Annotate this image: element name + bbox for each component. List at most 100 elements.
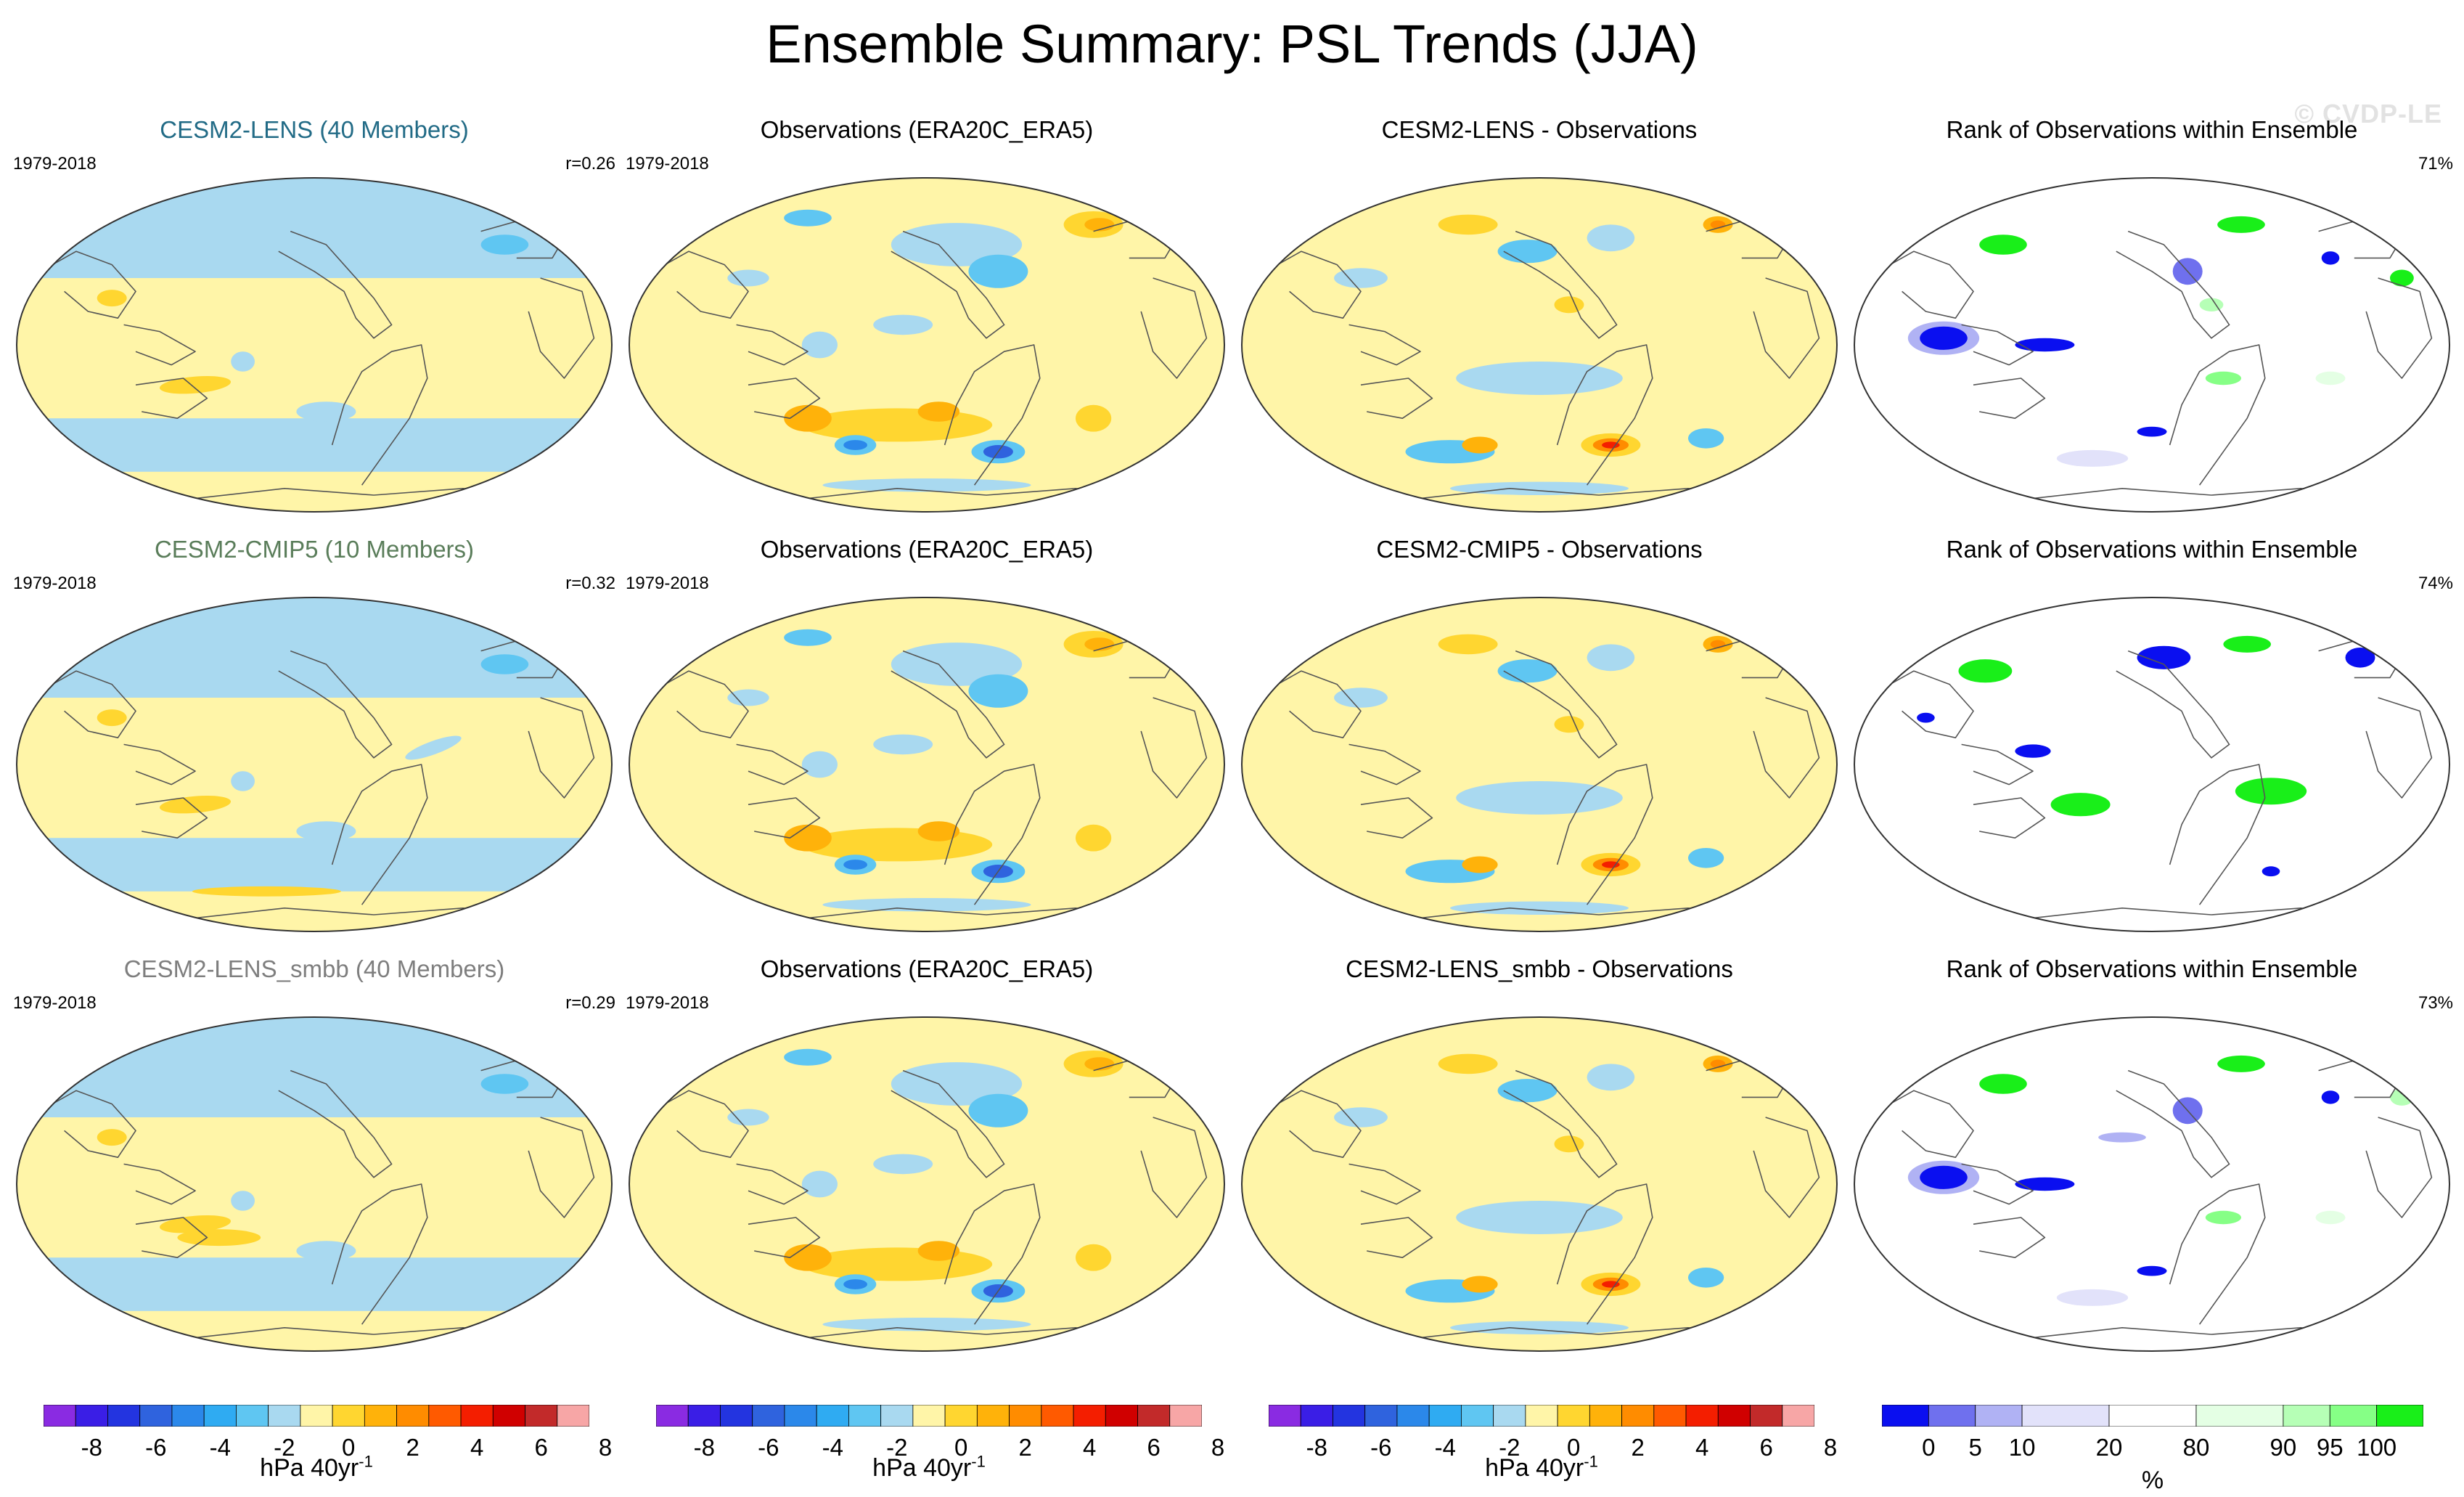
map-panel-r1-c3: CESM2-LENS - Observations xyxy=(1238,116,1841,523)
colorbar-swatch xyxy=(364,1404,397,1427)
map-plot xyxy=(1241,177,1838,513)
coastline xyxy=(1265,670,1362,738)
panel-title: CESM2-LENS_smbb - Observations xyxy=(1346,955,1733,982)
map-plot xyxy=(1854,1016,2450,1352)
map-field xyxy=(1242,1017,1837,1351)
colorbar-tick-label: -2 xyxy=(1499,1434,1520,1461)
units-exponent: -1 xyxy=(359,1452,373,1471)
coastline xyxy=(135,1217,208,1258)
map-border xyxy=(629,177,1225,513)
field-blob xyxy=(917,821,960,841)
field-blob xyxy=(2098,1132,2146,1143)
coastline xyxy=(528,697,595,799)
field-blob xyxy=(2056,1289,2129,1306)
field-blob xyxy=(1688,428,1724,449)
colorbar-swatch xyxy=(880,1404,914,1427)
colorbar-units: hPa 40yr-1 xyxy=(1269,1452,1814,1482)
pattern-correlation: r=0.32 xyxy=(565,574,615,593)
period-label: 1979-2018 xyxy=(13,993,97,1013)
units-text: hPa 40yr xyxy=(1485,1454,1584,1482)
colorbar-swatch xyxy=(912,1404,946,1427)
units-text: hPa 40yr xyxy=(260,1454,359,1482)
coastline xyxy=(1265,1090,1362,1158)
field-blob xyxy=(1462,856,1498,873)
colorbar-swatch xyxy=(1300,1404,1333,1427)
coastline xyxy=(1961,324,2034,366)
colorbar-swatch xyxy=(720,1404,753,1427)
field-blob xyxy=(1920,1165,1968,1189)
field-band-south xyxy=(17,418,612,472)
colorbar-swatches xyxy=(655,1404,1203,1427)
units-exponent: -1 xyxy=(971,1452,986,1471)
coastline xyxy=(2116,1069,2230,1178)
map-border xyxy=(1854,1016,2450,1352)
coastline xyxy=(944,764,1041,905)
colorbar-swatch xyxy=(2329,1404,2378,1427)
colorbar-tick-label: 2 xyxy=(1018,1434,1032,1461)
field-blob xyxy=(2015,1177,2075,1191)
map-plot xyxy=(629,1016,1225,1352)
coastline xyxy=(736,1163,809,1205)
colorbar-swatch xyxy=(2195,1404,2284,1427)
colorbar-swatch xyxy=(203,1404,237,1427)
field-blob xyxy=(968,1093,1028,1127)
colorbar-tick-label: 90 xyxy=(2269,1434,2297,1461)
trend-colorbar-2: -8 -6 -4 -2 0 2 4 6 8 hPa 40yr-1 xyxy=(655,1404,1224,1492)
field-blob xyxy=(1076,404,1112,432)
colorbar-swatch xyxy=(1396,1404,1430,1427)
colorbar-swatch xyxy=(1461,1404,1494,1427)
map-border xyxy=(16,1016,613,1352)
colorbar-swatch xyxy=(75,1404,108,1427)
colorbar-swatch xyxy=(1557,1404,1590,1427)
field-blob xyxy=(159,795,232,814)
field-blob xyxy=(1587,224,1635,252)
map-border xyxy=(629,1016,1225,1352)
colorbar-swatch xyxy=(139,1404,173,1427)
colorbar-swatch xyxy=(396,1404,430,1427)
map-field xyxy=(1242,597,1837,931)
field-blob xyxy=(1497,240,1558,264)
field-blob xyxy=(2321,1090,2340,1104)
colorbar-swatch xyxy=(300,1404,333,1427)
map-plot xyxy=(16,1016,613,1352)
coastline xyxy=(1878,1090,1974,1158)
field-blob xyxy=(296,401,356,422)
coastline xyxy=(278,230,393,339)
field-blob xyxy=(405,735,462,760)
map-field xyxy=(1854,1017,2449,1351)
colorbar-swatch xyxy=(428,1404,462,1427)
coastline xyxy=(748,797,821,839)
field-blob xyxy=(2345,648,2375,668)
colorbar-swatch xyxy=(1364,1404,1398,1427)
map-field xyxy=(17,597,612,931)
map-panel-r2-c2: Observations (ERA20C_ERA5) 1979-2018 xyxy=(626,536,1228,942)
panel-title: Rank of Observations within Ensemble xyxy=(1946,536,2358,563)
map-border xyxy=(1854,597,2450,932)
units-exponent: -1 xyxy=(1584,1452,1598,1471)
colorbar-tick-label: 5 xyxy=(1968,1434,1982,1461)
field-blob xyxy=(873,734,933,755)
coastline xyxy=(1973,1217,2046,1258)
coastline xyxy=(40,250,136,319)
colorbar-tick-label: -2 xyxy=(886,1434,908,1461)
colorbar-swatch xyxy=(687,1404,721,1427)
coastline xyxy=(123,743,196,786)
colorbar-tick-label: 95 xyxy=(2316,1434,2344,1461)
coastline xyxy=(2169,1183,2266,1325)
map-field xyxy=(629,178,1224,512)
field-blob xyxy=(801,1170,838,1198)
map-field xyxy=(1854,178,2449,512)
colorbar-swatch xyxy=(1169,1404,1203,1427)
field-blob xyxy=(1438,1053,1498,1074)
field-blob xyxy=(2137,645,2191,669)
field-blob xyxy=(2015,338,2075,352)
coastline xyxy=(944,344,1041,486)
field-blob xyxy=(1462,1276,1498,1293)
field-blob xyxy=(2199,298,2224,311)
field-blob xyxy=(1688,848,1724,868)
field-blob xyxy=(2321,251,2340,265)
field-blob xyxy=(917,1241,960,1261)
field-background xyxy=(1242,597,1837,931)
colorbar-tick-label: -4 xyxy=(209,1434,231,1461)
field-blob xyxy=(2137,1265,2167,1276)
